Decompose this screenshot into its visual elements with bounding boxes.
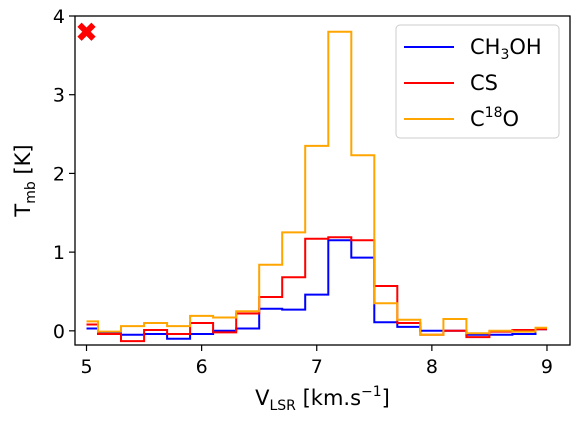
x-tick-label: 7	[311, 356, 323, 378]
series-c18o	[86, 30, 547, 336]
x-axis: 5 6 7 8 9	[80, 345, 553, 378]
legend-box	[395, 24, 560, 139]
y-axis: 0 1 2 3 4	[53, 6, 75, 343]
y-tick-label: 2	[53, 163, 65, 185]
y-tick-label: 4	[53, 6, 65, 28]
x-tick-label: 6	[196, 356, 208, 378]
legend-label-cs: CS	[470, 71, 498, 95]
x-tick-label: 5	[80, 356, 92, 378]
x-marker	[77, 22, 96, 41]
x-tick-label: 9	[541, 356, 553, 378]
y-tick-label: 1	[53, 242, 65, 264]
x-axis-label: VLSR [km.s−1]	[255, 384, 390, 414]
y-axis-label: Tmb [K]	[11, 144, 39, 217]
legend-label-ch3oh: CH3OH	[470, 35, 542, 63]
x-tick-label: 8	[426, 356, 438, 378]
y-tick-label: 3	[53, 85, 65, 107]
y-tick-label: 0	[53, 321, 65, 343]
series-cs	[86, 236, 547, 343]
marker-layer	[77, 22, 96, 41]
plot-frame	[74, 15, 571, 346]
legend: CH3OH CS C18O	[395, 24, 560, 139]
legend-label-c18o: C18O	[470, 105, 519, 131]
series-layer	[86, 30, 547, 343]
